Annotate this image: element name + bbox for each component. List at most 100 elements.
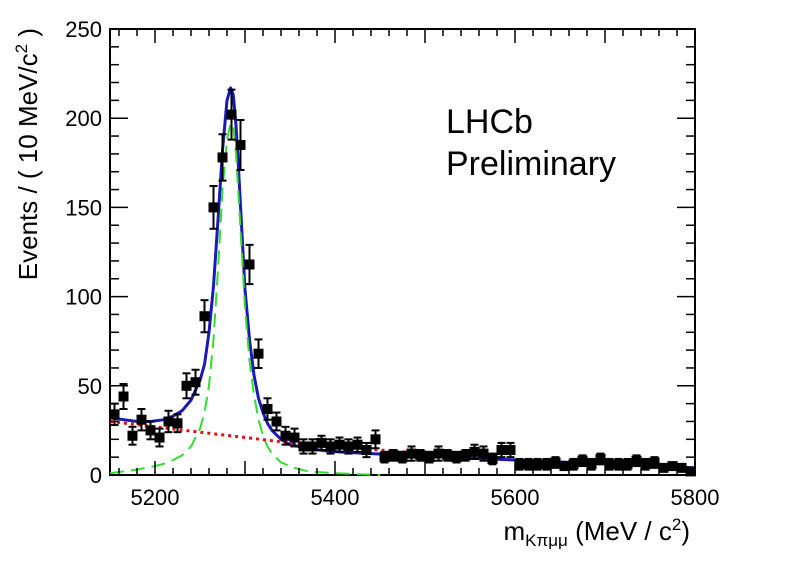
data-point bbox=[379, 450, 390, 464]
data-point bbox=[469, 443, 480, 460]
data-marker bbox=[442, 450, 453, 461]
data-marker bbox=[514, 459, 525, 470]
data-point bbox=[478, 445, 489, 462]
data-marker bbox=[316, 437, 327, 448]
data-point bbox=[577, 454, 588, 468]
data-marker bbox=[505, 445, 516, 456]
data-marker bbox=[487, 453, 498, 464]
data-marker bbox=[163, 416, 174, 427]
data-point bbox=[199, 299, 210, 334]
data-marker bbox=[181, 380, 192, 391]
data-point bbox=[658, 462, 669, 473]
data-marker bbox=[676, 462, 687, 473]
data-marker bbox=[667, 461, 678, 472]
data-point bbox=[388, 449, 399, 462]
x-tick-label: 5200 bbox=[131, 485, 180, 510]
data-marker bbox=[235, 139, 246, 150]
data-marker bbox=[415, 450, 426, 461]
x-axis-label-units: (MeV / c bbox=[568, 516, 672, 546]
data-point bbox=[640, 457, 651, 471]
data-marker bbox=[262, 403, 273, 414]
data-point bbox=[505, 441, 516, 459]
data-marker bbox=[298, 441, 309, 452]
data-point bbox=[127, 425, 138, 446]
data-point bbox=[613, 457, 624, 471]
data-point bbox=[145, 420, 156, 441]
y-tick-label: 250 bbox=[65, 17, 102, 42]
data-point bbox=[235, 118, 246, 171]
data-marker bbox=[460, 450, 471, 461]
data-marker bbox=[649, 457, 660, 468]
data-marker bbox=[217, 152, 228, 163]
data-marker bbox=[595, 453, 606, 464]
data-point bbox=[541, 457, 552, 471]
x-axis-label-close: ) bbox=[681, 516, 690, 546]
y-axis-label-close: ) bbox=[13, 28, 43, 44]
data-marker bbox=[469, 446, 480, 457]
data-point bbox=[550, 456, 561, 469]
data-marker bbox=[271, 416, 282, 427]
data-point bbox=[262, 397, 273, 421]
data-points bbox=[109, 88, 696, 477]
data-point bbox=[208, 184, 219, 230]
data-marker bbox=[658, 462, 669, 473]
data-point bbox=[487, 452, 498, 466]
data-point bbox=[406, 445, 417, 462]
data-marker bbox=[334, 439, 345, 450]
data-marker bbox=[613, 459, 624, 470]
data-marker bbox=[127, 430, 138, 441]
data-marker bbox=[325, 441, 336, 452]
data-point bbox=[181, 372, 192, 400]
data-point bbox=[532, 457, 543, 471]
data-point bbox=[649, 456, 660, 469]
y-tick-label: 0 bbox=[90, 463, 102, 488]
data-marker bbox=[397, 452, 408, 463]
data-point bbox=[217, 133, 228, 182]
y-tick-label: 150 bbox=[65, 195, 102, 220]
plot-border bbox=[109, 28, 696, 476]
data-point bbox=[280, 425, 291, 446]
y-axis-label-main: Events / ( 10 MeV/c bbox=[13, 53, 43, 280]
axes: 5200 5400 5600 5800 0 50 100 150 200 250 bbox=[65, 17, 719, 510]
data-point bbox=[496, 441, 507, 459]
data-marker bbox=[604, 459, 615, 470]
data-marker bbox=[622, 459, 633, 470]
data-point bbox=[514, 457, 525, 471]
data-point bbox=[163, 409, 174, 434]
data-point bbox=[118, 383, 129, 410]
data-point bbox=[451, 450, 462, 464]
data-marker bbox=[451, 452, 462, 463]
data-marker bbox=[118, 391, 129, 402]
data-point bbox=[433, 445, 444, 462]
data-point bbox=[523, 457, 534, 471]
data-marker bbox=[433, 448, 444, 459]
data-marker bbox=[154, 432, 165, 443]
data-marker bbox=[559, 461, 570, 472]
data-marker bbox=[640, 459, 651, 470]
data-marker bbox=[379, 452, 390, 463]
data-point bbox=[244, 243, 255, 286]
data-marker bbox=[685, 466, 696, 477]
x-axis-label-subscript: Kπμμ bbox=[525, 531, 568, 550]
data-marker bbox=[532, 459, 543, 470]
x-tick-label: 5400 bbox=[311, 485, 360, 510]
data-point bbox=[559, 461, 570, 472]
data-marker bbox=[307, 441, 318, 452]
data-marker bbox=[352, 439, 363, 450]
data-marker bbox=[424, 452, 435, 463]
data-marker bbox=[586, 459, 597, 470]
y-axis-label: Events / ( 10 MeV/c2 ) bbox=[12, 28, 43, 280]
data-marker bbox=[109, 409, 120, 420]
data-point bbox=[325, 438, 336, 455]
data-marker bbox=[388, 450, 399, 461]
data-marker bbox=[289, 432, 300, 443]
data-point bbox=[343, 438, 354, 455]
y-tick-label: 100 bbox=[65, 285, 102, 310]
data-marker bbox=[568, 459, 579, 470]
data-marker bbox=[208, 202, 219, 213]
annotation-preliminary: Preliminary bbox=[446, 145, 616, 183]
data-point bbox=[136, 407, 147, 432]
data-point bbox=[334, 436, 345, 453]
data-point bbox=[154, 427, 165, 448]
